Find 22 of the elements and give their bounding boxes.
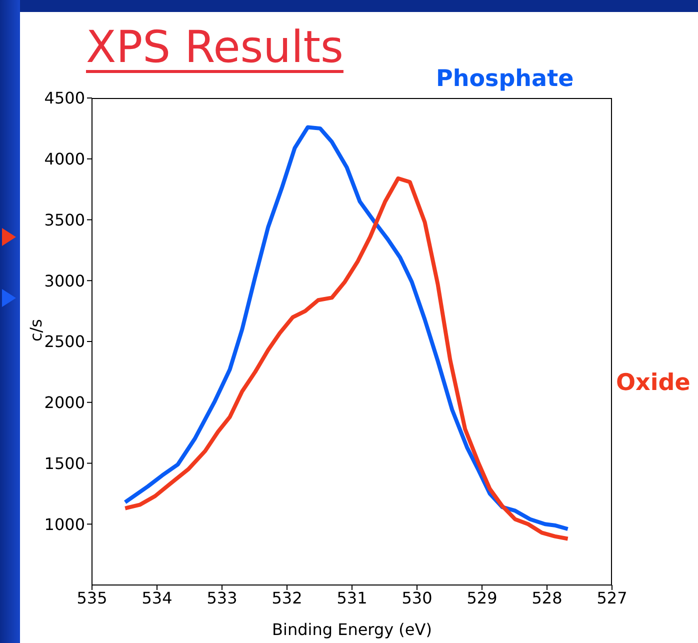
text: Oxide [616, 370, 690, 396]
y-tick-label: 4000 [44, 150, 85, 169]
x-tick-label: 528 [532, 588, 562, 608]
y-tick-label: 2500 [44, 332, 85, 352]
x-tick-label: 534 [142, 588, 172, 608]
y-tick-label: 2000 [44, 393, 85, 412]
x-tick-label: 527 [596, 588, 628, 608]
chart-title: XPS Results [86, 22, 344, 73]
y-tick-label: 3500 [44, 210, 85, 230]
text: Phosphate [436, 66, 574, 92]
x-axis-title: Binding Energy (eV) [272, 620, 432, 639]
x-tick-label: 535 [76, 588, 108, 608]
x-tick-label: 532 [272, 588, 302, 608]
x-tick-label: 530 [402, 588, 432, 608]
y-tick-label: 4500 [44, 88, 85, 108]
x-tick-label: 531 [336, 588, 368, 608]
y-tick-label: 1000 [44, 514, 85, 534]
x-tick-label: 529 [466, 588, 498, 608]
y-tick-label: 1500 [44, 454, 85, 473]
x-tick-label: 533 [206, 588, 238, 608]
y-axis-title: c/s [26, 318, 46, 342]
y-tick-label: 3000 [44, 271, 85, 290]
